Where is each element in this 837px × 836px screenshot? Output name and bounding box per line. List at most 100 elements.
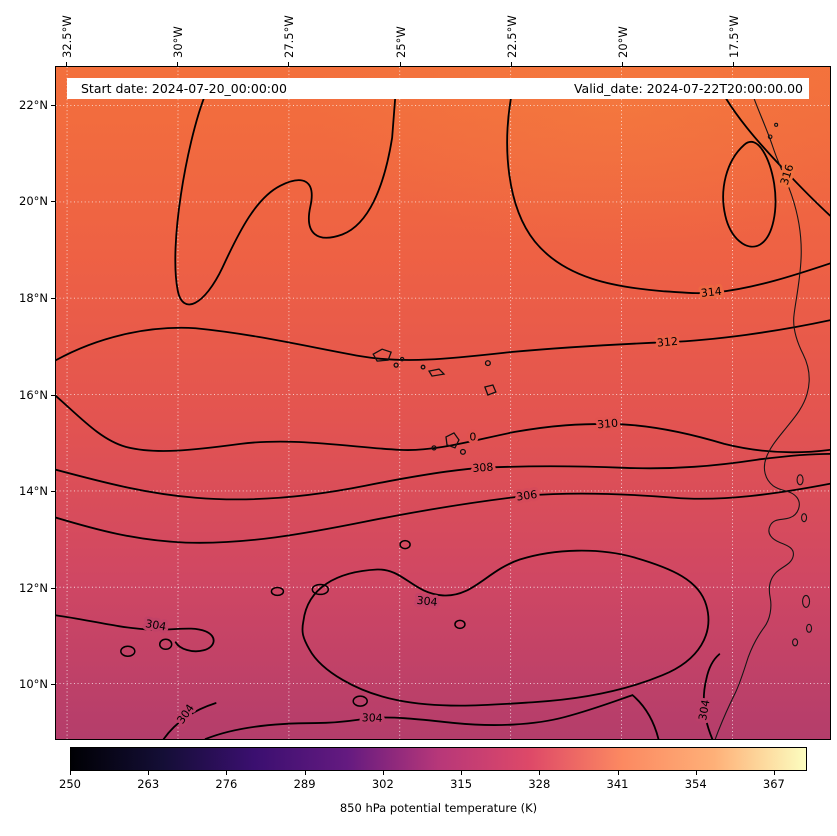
lat-tick-mark <box>51 201 55 202</box>
coastal-water-body <box>801 513 808 523</box>
colorbar-tick-label: 276 <box>215 777 238 791</box>
lon-tick-label: 25°W <box>393 26 408 58</box>
lat-tick-mark <box>51 298 55 299</box>
colorbar-tick-label: 354 <box>684 777 707 791</box>
contour-line-312 <box>56 319 830 362</box>
lon-tick-label: 30°W <box>171 26 186 58</box>
contour-label-304: 304 <box>416 594 438 609</box>
map-plot-area: 316 314 312 310 0 308 306 304 304 304 304 304 Start… <box>55 66 831 740</box>
colorbar-tick-label: 302 <box>371 777 394 791</box>
colorbar-tick-label: 367 <box>762 777 785 791</box>
lat-tick-label: 16°N <box>19 387 48 402</box>
contour-loop-304-small <box>158 638 173 651</box>
lat-tick-mark <box>51 491 55 492</box>
colorbar-tick-label: 341 <box>606 777 629 791</box>
contour-line-314 <box>506 98 830 295</box>
lon-tick-mark <box>288 62 289 66</box>
island-outline <box>372 348 392 362</box>
lon-tick-mark <box>511 62 512 66</box>
lat-tick-label: 14°N <box>19 484 48 499</box>
colorbar <box>70 747 807 771</box>
colorbar-tick-mark <box>382 771 384 775</box>
colorbar-tick-label: 315 <box>450 777 473 791</box>
lon-tick-mark <box>733 62 734 66</box>
lon-tick-label: 20°W <box>615 26 630 58</box>
colorbar-title: 850 hPa potential temperature (K) <box>339 801 538 815</box>
valid-date-text: Valid_date: 2024-07-22T20:00:00.00 <box>573 81 803 96</box>
lat-tick-label: 20°N <box>19 194 48 209</box>
colorbar-tick-label: 328 <box>528 777 551 791</box>
coastal-water-body <box>802 594 811 608</box>
coastal-water-body <box>796 474 804 486</box>
contour-label-304: 304 <box>696 699 712 722</box>
island-outline <box>431 445 437 451</box>
lon-tick-label: 17.5°W <box>727 15 742 58</box>
island-outline <box>428 368 446 377</box>
lon-tick-mark <box>66 62 67 66</box>
colorbar-tick-mark <box>695 771 697 775</box>
colorbar-tick-label: 250 <box>59 777 81 791</box>
colorbar-tick-mark <box>226 771 228 775</box>
lon-tick-label: 27.5°W <box>282 15 297 58</box>
lat-tick-mark <box>51 588 55 589</box>
colorbar-tick-mark <box>148 771 150 775</box>
contour-label-304: 304 <box>144 617 167 633</box>
lat-tick-label: 10°N <box>19 677 48 692</box>
gridlines <box>56 67 830 739</box>
lat-tick-mark <box>51 395 55 396</box>
contour-label-314: 314 <box>700 285 722 300</box>
contour-label-304: 304 <box>362 711 383 725</box>
contour-loop-316 <box>722 141 777 248</box>
island-outline <box>420 364 426 370</box>
lon-tick-label: 22.5°W <box>504 15 519 58</box>
colorbar-tick-mark <box>773 771 775 775</box>
contour-loop-304-small <box>270 586 285 597</box>
island-outline <box>484 360 491 367</box>
coastline <box>714 98 813 739</box>
island-outline <box>459 448 466 455</box>
lat-tick-label: 22°N <box>19 97 48 112</box>
contour-label-0: 0 <box>469 430 476 443</box>
contour-line-304-right <box>703 653 721 739</box>
contour-loop-304-small <box>352 695 368 707</box>
contour-loop-304-small <box>120 645 136 657</box>
lat-tick-label: 12°N <box>19 580 48 595</box>
contour-label-310: 310 <box>597 417 619 432</box>
island-outline <box>399 356 405 362</box>
lon-tick-mark <box>177 62 178 66</box>
contour-loop-304-small <box>311 583 330 596</box>
contour-line-308 <box>56 452 830 501</box>
contour-line-304-left <box>56 614 215 653</box>
contour-lines <box>56 98 830 739</box>
coastal-islet <box>767 134 773 140</box>
island-outline <box>445 432 460 449</box>
contour-label-306: 306 <box>516 488 539 504</box>
contour-label-308: 308 <box>472 461 494 475</box>
lat-tick-mark <box>51 684 55 685</box>
contour-line-316 <box>725 98 830 217</box>
lon-tick-mark <box>622 62 623 66</box>
colorbar-tick-label: 289 <box>293 777 316 791</box>
lon-tick-mark <box>400 62 401 66</box>
contour-line-310 <box>56 395 830 454</box>
lat-tick-label: 18°N <box>19 290 48 305</box>
coastal-water-body <box>792 638 799 647</box>
island-outline <box>484 384 497 396</box>
contour-line-314-left <box>174 98 397 306</box>
colorbar-tick-label: 263 <box>137 777 160 791</box>
contour-loop-304-small <box>399 539 411 550</box>
contour-line-304-bottom-left <box>162 702 217 739</box>
contour-label-312: 312 <box>656 335 678 350</box>
lon-tick-label: 32.5°W <box>60 15 75 58</box>
contour-line-304-bottom <box>204 694 660 739</box>
colorbar-tick-mark <box>539 771 541 775</box>
island-outline <box>393 362 399 368</box>
contour-loop-304-main <box>301 549 710 707</box>
date-banner: Start date: 2024-07-20_00:00:00 Valid_da… <box>67 78 809 99</box>
colorbar-tick-mark <box>70 771 71 775</box>
contour-loop-304-small <box>454 619 466 630</box>
coastline-west-africa <box>714 98 810 739</box>
colorbar-tick-mark <box>304 771 306 775</box>
